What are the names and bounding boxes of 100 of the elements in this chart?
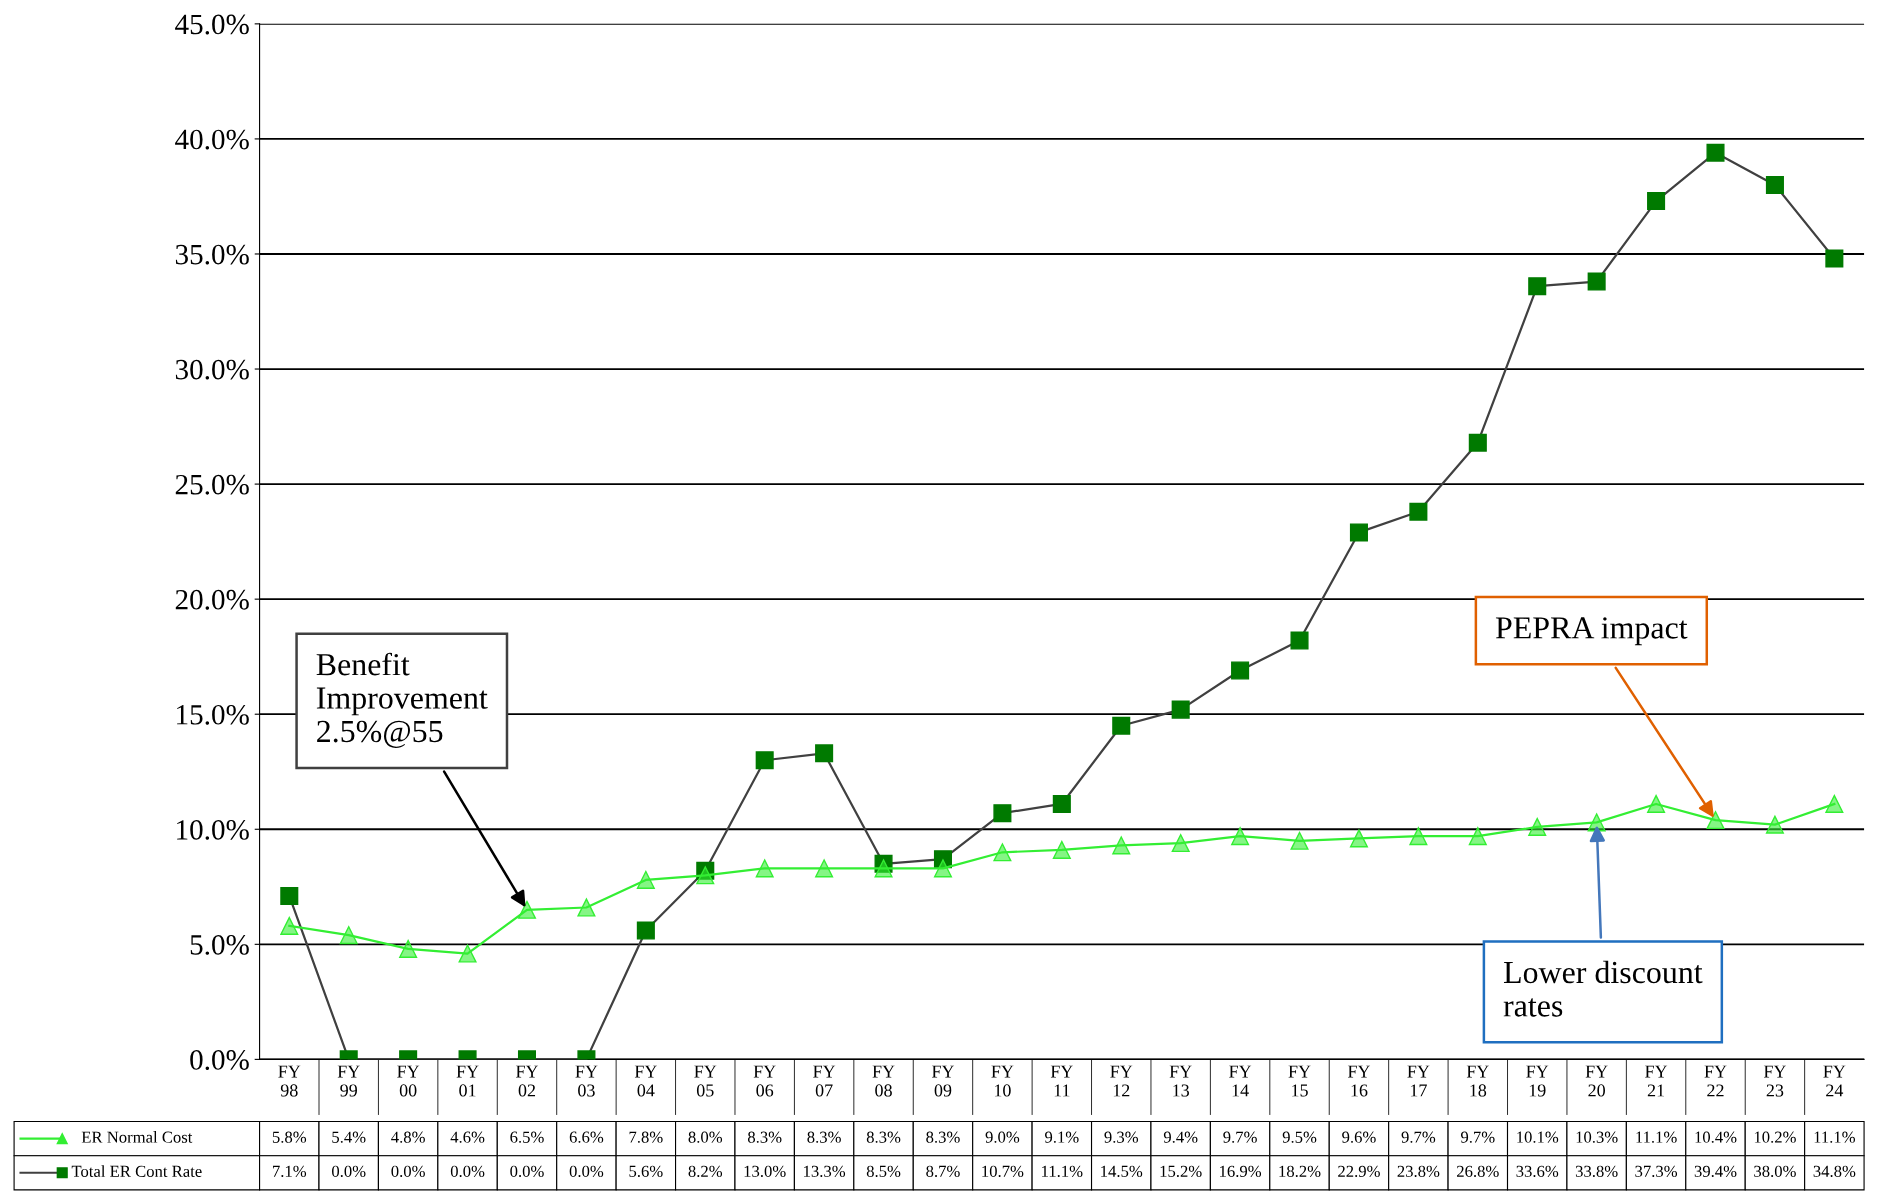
y-tick-label: 45.0% [175, 14, 249, 35]
point [1528, 277, 1547, 296]
data-label: 8.3% [926, 1131, 960, 1143]
point [1825, 249, 1844, 268]
x-tick-label: FY 21 [1645, 1065, 1668, 1097]
point [755, 751, 774, 770]
x-tick-label: FY 05 [694, 1065, 717, 1097]
point [339, 926, 358, 945]
data-label: 22.9% [1338, 1165, 1380, 1178]
point [280, 886, 299, 906]
x-tick-label: FY 10 [991, 1065, 1014, 1097]
annotation: PEPRA impact [1495, 617, 1688, 646]
x-tick-label: FY 19 [1526, 1065, 1549, 1097]
point [815, 744, 834, 763]
data-label: 11.1% [1636, 1131, 1677, 1143]
data-label: 10.2% [1754, 1131, 1796, 1143]
point [399, 939, 418, 958]
point [1647, 192, 1666, 211]
data-label: 13.0% [744, 1165, 786, 1178]
x-tick-label: FY 23 [1763, 1065, 1787, 1097]
point [993, 804, 1012, 823]
data-label: 8.3% [807, 1131, 841, 1143]
x-tick-label: FY 01 [456, 1065, 479, 1097]
point [1647, 794, 1666, 813]
data-label: 4.6% [450, 1131, 485, 1143]
data-label: 9.7% [1223, 1131, 1257, 1143]
data-label: 26.8% [1457, 1165, 1499, 1178]
point [577, 898, 596, 917]
data-label: 10.7% [982, 1165, 1024, 1178]
x-tick-label: FY 15 [1288, 1065, 1311, 1097]
point [1231, 661, 1250, 680]
data-label: 11.1% [1814, 1131, 1855, 1143]
data-label: 8.2% [688, 1165, 723, 1178]
point [1825, 794, 1844, 813]
point [815, 859, 834, 878]
data-label: 9.6% [1342, 1131, 1376, 1143]
data-label: 13.3% [804, 1165, 846, 1178]
x-tick-label: FY 13 [1169, 1065, 1192, 1097]
y-tick-label: 0.0% [190, 1050, 249, 1070]
x-tick-label: FY 24 [1823, 1065, 1846, 1097]
data-label: 39.4% [1694, 1165, 1737, 1178]
point [1112, 836, 1131, 855]
data-label: 38.0% [1754, 1165, 1796, 1178]
data-label: 8.3% [747, 1131, 782, 1143]
data-label: 0.0% [331, 1165, 366, 1178]
y-tick-label: 30.0% [175, 359, 249, 380]
data-label: 33.6% [1516, 1165, 1559, 1178]
point [874, 859, 893, 878]
data-label: 10.3% [1576, 1131, 1618, 1143]
data-label: 9.7% [1460, 1131, 1495, 1143]
x-tick-label: FY 00 [397, 1065, 420, 1097]
legend-label: Total ER Cont Rate [71, 1165, 202, 1177]
point [458, 944, 477, 963]
point [517, 900, 537, 919]
data-label: 9.7% [1401, 1131, 1436, 1143]
y-tick-label: 40.0% [175, 129, 249, 150]
data-label: 5.6% [629, 1165, 663, 1178]
point [1112, 716, 1131, 735]
data-label: 0.0% [450, 1165, 485, 1178]
x-tick-label: FY 11 [1050, 1065, 1073, 1097]
data-label: 37.3% [1635, 1165, 1678, 1178]
point [1409, 502, 1428, 521]
data-label: 34.8% [1813, 1165, 1856, 1178]
data-label: 33.8% [1575, 1165, 1618, 1178]
legend-label: ER Normal Cost [81, 1131, 193, 1143]
data-label: 8.5% [866, 1165, 901, 1178]
y-tick-label: 15.0% [177, 704, 249, 725]
point [1052, 840, 1071, 860]
point [636, 921, 655, 940]
data-label: 0.0% [510, 1165, 544, 1178]
point [1706, 811, 1725, 830]
x-tick-label: FY 07 [813, 1065, 836, 1097]
point [1349, 829, 1368, 848]
point [1171, 700, 1190, 719]
x-tick-label: FY 14 [1229, 1065, 1252, 1097]
data-label: 8.0% [688, 1131, 723, 1143]
x-tick-label: FY 17 [1407, 1065, 1430, 1097]
data-label: 0.0% [391, 1165, 425, 1178]
point [933, 850, 953, 869]
point [993, 843, 1012, 862]
data-label: 10.1% [1517, 1131, 1559, 1143]
point [933, 859, 953, 878]
point [1528, 817, 1547, 836]
data-label: 9.5% [1282, 1131, 1317, 1143]
data-label: 4.8% [391, 1131, 425, 1143]
x-tick-label: FY 16 [1347, 1065, 1371, 1097]
data-label: 9.0% [985, 1131, 1020, 1143]
x-tick-label: FY 02 [515, 1065, 539, 1097]
x-tick-label: FY 03 [575, 1065, 598, 1097]
y-tick-label: 25.0% [175, 474, 249, 495]
x-tick-label: FY 04 [634, 1065, 657, 1097]
y-tick-label: 20.0% [175, 589, 249, 610]
x-tick-label: FY 09 [931, 1065, 955, 1097]
point [1290, 831, 1309, 850]
point [1290, 631, 1309, 650]
data-label: 5.4% [332, 1131, 366, 1143]
y-tick-label: 5.0% [190, 935, 249, 955]
y-tick-label: 10.0% [177, 819, 249, 840]
data-label: 6.6% [569, 1131, 604, 1143]
data-label: 14.5% [1101, 1165, 1143, 1178]
